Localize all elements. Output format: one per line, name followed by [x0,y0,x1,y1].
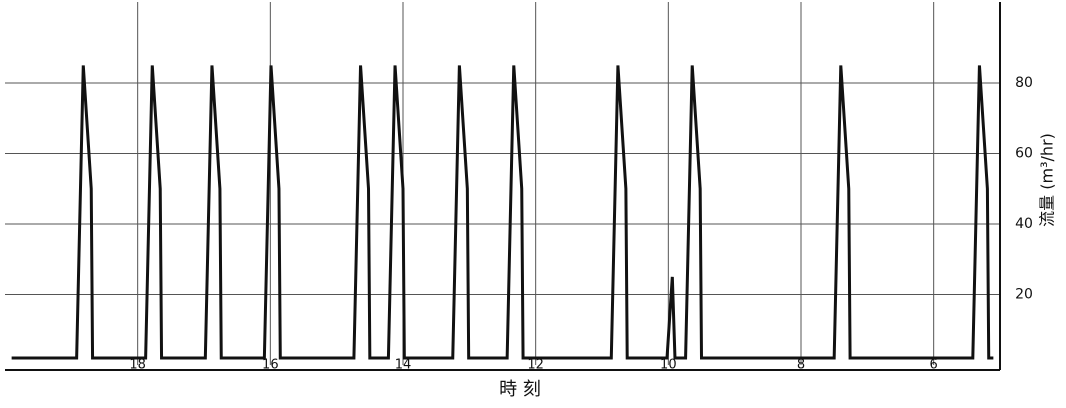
y-tick-label: 60 [1015,146,1033,162]
y-tick-label: 20 [1015,287,1033,303]
y-tick-label: 40 [1015,216,1033,232]
chart: 時 刻 流量 (m³/hr) 20406080181614121086 [0,0,1066,408]
y-tick-label: 80 [1015,75,1033,91]
y-axis-title: 流量 (m³/hr) [1038,133,1057,227]
flow-line [12,65,994,358]
x-axis-title: 時 刻 [499,379,541,400]
